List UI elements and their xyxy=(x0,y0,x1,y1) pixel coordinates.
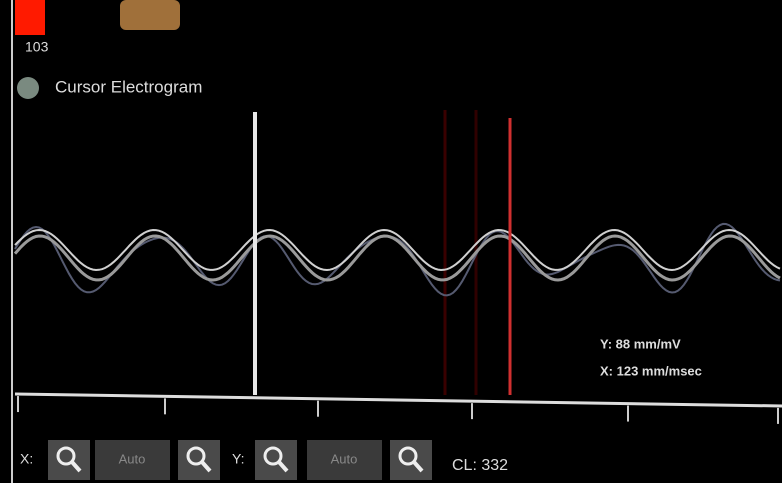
button-bg xyxy=(48,440,90,480)
zoom-in-y[interactable] xyxy=(255,440,297,480)
cycle-length: CL: 332 xyxy=(452,457,508,474)
electrogram-view: 103 Cursor Electrogram Y: 88 mm/mV X: 12… xyxy=(0,0,782,483)
button-bg xyxy=(255,440,297,480)
legend-value: 103 xyxy=(25,39,49,55)
auto-y-label: Auto xyxy=(331,451,358,466)
readout-x: X: 123 mm/msec xyxy=(600,363,702,378)
readout-y: Y: 88 mm/mV xyxy=(600,336,681,351)
legend-label: Cursor Electrogram xyxy=(55,77,202,96)
color-swatch xyxy=(15,0,45,35)
button-bg xyxy=(390,440,432,480)
button-bg xyxy=(178,440,220,480)
thumbnail xyxy=(120,0,180,30)
zoom-in-x[interactable] xyxy=(48,440,90,480)
legend-marker xyxy=(17,77,39,99)
x-label: X: xyxy=(20,451,33,467)
zoom-out-y[interactable] xyxy=(390,440,432,480)
zoom-out-x[interactable] xyxy=(178,440,220,480)
background xyxy=(0,0,782,483)
auto-x-label: Auto xyxy=(119,451,146,466)
y-label: Y: xyxy=(232,451,244,467)
